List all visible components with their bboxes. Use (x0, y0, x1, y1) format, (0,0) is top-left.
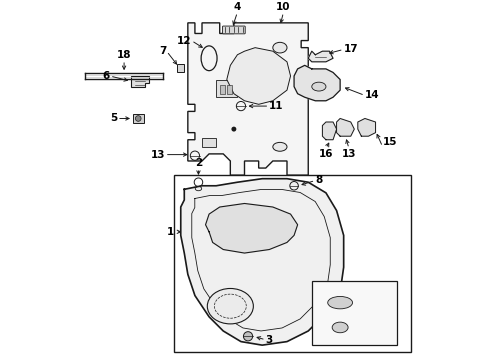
Ellipse shape (272, 143, 286, 151)
Text: 13: 13 (150, 150, 164, 159)
Ellipse shape (272, 42, 286, 53)
Text: 14: 14 (364, 90, 379, 100)
Text: 9: 9 (311, 331, 318, 341)
Text: 2: 2 (194, 158, 202, 168)
Text: 3: 3 (265, 335, 272, 345)
Text: 6: 6 (102, 71, 110, 81)
Bar (202, 138, 216, 147)
Polygon shape (187, 23, 307, 175)
Ellipse shape (327, 296, 352, 309)
Polygon shape (181, 179, 343, 345)
Ellipse shape (207, 288, 253, 324)
Text: 17: 17 (343, 44, 358, 54)
FancyBboxPatch shape (222, 26, 244, 34)
Polygon shape (322, 122, 336, 140)
Text: 12: 12 (177, 36, 191, 46)
Polygon shape (226, 48, 290, 104)
Ellipse shape (331, 322, 347, 333)
Polygon shape (357, 118, 375, 136)
Bar (241, 80, 255, 97)
Text: 5: 5 (109, 113, 117, 123)
Text: 10: 10 (276, 2, 290, 12)
Circle shape (243, 332, 252, 341)
Circle shape (231, 127, 236, 132)
Polygon shape (205, 203, 297, 253)
Polygon shape (307, 51, 332, 62)
Bar (173, 175, 410, 352)
Circle shape (135, 116, 141, 121)
Bar (216, 80, 237, 97)
Text: 18: 18 (117, 50, 131, 60)
Bar (311, 282, 396, 345)
Text: 11: 11 (269, 101, 283, 111)
Text: 1: 1 (166, 227, 173, 237)
Bar (177, 64, 183, 72)
Bar (133, 114, 143, 123)
Text: 4: 4 (233, 2, 241, 12)
Ellipse shape (311, 82, 325, 91)
Bar (219, 85, 224, 94)
Polygon shape (293, 66, 340, 101)
Bar (226, 85, 232, 94)
Text: 16: 16 (318, 149, 332, 159)
Text: 7: 7 (159, 46, 166, 56)
Text: 13: 13 (341, 149, 355, 159)
Text: 8: 8 (315, 175, 322, 185)
Polygon shape (336, 118, 354, 136)
Text: 15: 15 (382, 137, 396, 147)
Polygon shape (131, 76, 148, 87)
